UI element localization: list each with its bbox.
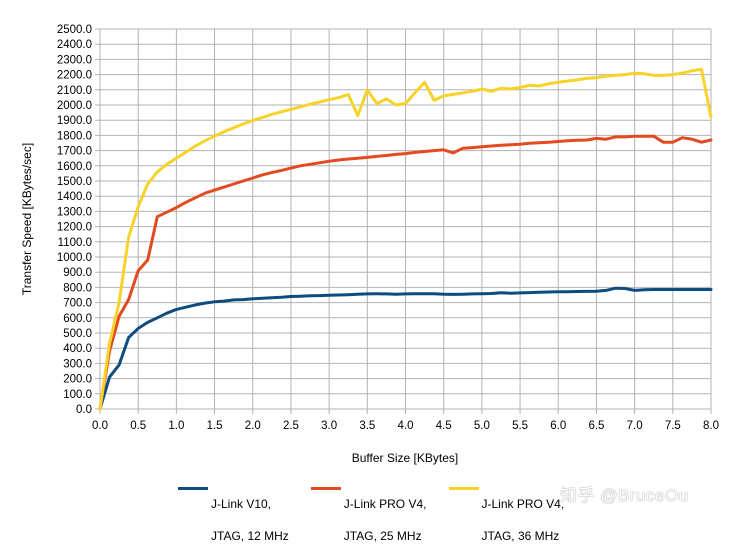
y-tick-label: 1300.0 <box>57 206 92 218</box>
x-tick-label: 0.0 <box>92 420 108 432</box>
y-tick-label: 300.0 <box>63 358 92 370</box>
x-tick-label: 1.5 <box>207 420 223 432</box>
legend-label-line2: JTAG, 25 MHz <box>343 529 422 543</box>
y-tick-label: 2500.0 <box>57 24 92 36</box>
legend-swatch-pro-25 <box>310 487 341 490</box>
x-tick-label: 6.0 <box>550 420 566 432</box>
series-line-1 <box>98 134 713 411</box>
x-tick-label: 5.5 <box>512 420 528 432</box>
grid-lines <box>95 28 712 414</box>
series-line-2 <box>98 67 713 411</box>
y-tick-label: 400.0 <box>63 343 92 355</box>
y-tick-label: 100.0 <box>63 389 92 401</box>
x-tick-label: 6.5 <box>588 420 604 432</box>
y-tick-label: 1800.0 <box>57 130 92 142</box>
legend-item-pro-25: J-Link PRO V4, JTAG, 25 MHz <box>310 480 427 560</box>
y-tick-label: 1200.0 <box>57 222 92 234</box>
x-tick-label: 7.0 <box>627 420 643 432</box>
x-tick-label: 1.0 <box>168 420 184 432</box>
y-tick-label: 1500.0 <box>57 176 92 188</box>
x-tick-label: 8.0 <box>703 420 719 432</box>
legend-label-line1: J-Link PRO V4, <box>343 497 427 511</box>
x-axis-title: Buffer Size [KBytes] <box>352 451 459 465</box>
y-tick-label: 2300.0 <box>57 54 92 66</box>
legend-swatch-pro-36 <box>448 487 479 490</box>
x-tick-label: 0.5 <box>130 420 146 432</box>
y-axis-title: Transfer Speed [KBytes/sec] <box>20 143 34 295</box>
y-tick-label: 2000.0 <box>57 100 92 112</box>
x-tick-label: 5.0 <box>474 420 490 432</box>
y-tick-label: 200.0 <box>63 374 92 386</box>
y-tick-label: 0.0 <box>76 404 92 416</box>
legend-item-pro-36: J-Link PRO V4, JTAG, 36 MHz <box>448 480 565 560</box>
legend-label-line2: JTAG, 36 MHz <box>481 529 560 543</box>
y-tick-label: 700.0 <box>63 298 92 310</box>
y-tick-label: 1000.0 <box>57 252 92 264</box>
line-chart: 0.0 100.0 200.0 300.0 400.0 500.0 600.0 700.0 80… <box>20 24 719 465</box>
y-tick-label: 500.0 <box>63 328 92 340</box>
legend-label-line1: J-Link PRO V4, <box>481 497 565 511</box>
y-axis-ticks: 0.0 100.0 200.0 300.0 400.0 500.0 600.0 700.0 80… <box>57 24 92 416</box>
series-line-0 <box>98 286 713 411</box>
legend: J-Link V10, JTAG, 12 MHz J-Link PRO V4, … <box>178 480 564 560</box>
x-tick-label: 2.0 <box>245 420 261 432</box>
watermark: 知乎 @BruceOu <box>560 486 689 505</box>
y-tick-label: 800.0 <box>63 282 92 294</box>
y-tick-label: 1700.0 <box>57 146 92 158</box>
x-tick-label: 4.0 <box>398 420 414 432</box>
y-tick-label: 2100.0 <box>57 85 92 97</box>
x-tick-label: 3.5 <box>359 420 375 432</box>
data-series <box>98 67 713 411</box>
y-tick-label: 1400.0 <box>57 191 92 203</box>
x-tick-label: 4.5 <box>436 420 452 432</box>
x-tick-label: 7.5 <box>665 420 681 432</box>
y-tick-label: 1600.0 <box>57 161 92 173</box>
y-tick-label: 1900.0 <box>57 115 92 127</box>
y-tick-label: 2400.0 <box>57 39 92 51</box>
y-tick-label: 1100.0 <box>58 237 92 249</box>
y-tick-label: 900.0 <box>63 267 92 279</box>
legend-label-line2: JTAG, 12 MHz <box>211 529 289 543</box>
legend-label-line1: J-Link V10, <box>211 497 272 511</box>
y-tick-label: 2200.0 <box>57 70 92 82</box>
x-tick-label: 3.0 <box>321 420 337 432</box>
y-tick-label: 600.0 <box>63 313 92 325</box>
legend-item-v10: J-Link V10, JTAG, 12 MHz <box>178 480 289 560</box>
x-axis-ticks: 0.0 0.5 1.0 1.5 2.0 2.5 3.0 3.5 4.0 4.5 5.0 5.5 6.0 6… <box>92 420 719 432</box>
legend-swatch-v10 <box>178 487 208 490</box>
x-tick-label: 2.5 <box>283 420 299 432</box>
